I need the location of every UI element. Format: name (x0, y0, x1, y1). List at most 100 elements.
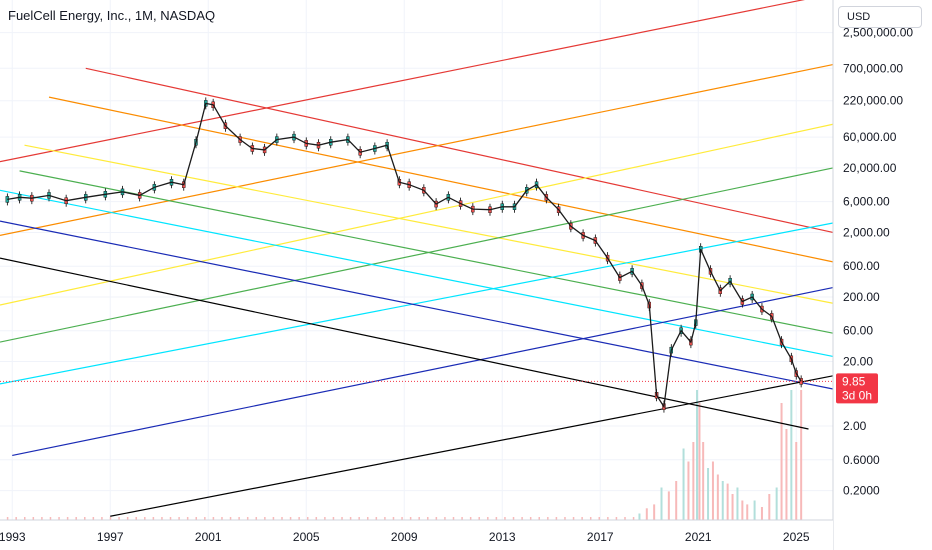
volume-bar (785, 429, 788, 520)
volume-bar (92, 517, 95, 520)
volume-bar (186, 517, 189, 520)
volume-bar (741, 500, 744, 520)
volume-bar (707, 468, 710, 520)
volume-bar (726, 483, 729, 520)
price-series (5, 97, 803, 413)
trend-line (0, 257, 809, 430)
volume-bar (15, 517, 17, 520)
volume-bar (692, 442, 695, 520)
price-axis-tick-label: 60,000.00 (843, 130, 897, 144)
trend-line (0, 123, 834, 306)
volume-bar (255, 517, 258, 520)
price-axis-tick-label: 220,000.00 (843, 94, 903, 108)
time-axis-tick-label: 1993 (0, 530, 26, 544)
volume-bar (795, 442, 798, 520)
price-axis-tick-label: 700,000.00 (843, 61, 903, 75)
volume-bar (638, 513, 641, 520)
volume-bar (645, 508, 648, 520)
volume-bar (272, 517, 275, 520)
volume-bar (589, 517, 592, 520)
trend-line (48, 96, 834, 263)
volume-bar (306, 517, 309, 520)
volume-bar (144, 517, 146, 520)
time-axis-tick-label: 2021 (685, 530, 712, 544)
volume-bar (281, 517, 283, 520)
volume-bar (721, 481, 724, 520)
last-price-value: 9.85 (842, 374, 866, 388)
trend-line (0, 63, 834, 236)
volume-bar (409, 517, 412, 520)
volume-bar (32, 517, 35, 520)
price-axis-tick-label: 600.00 (843, 259, 880, 273)
volume-bar (512, 517, 515, 520)
volume-bar (775, 487, 778, 520)
trend-line (85, 67, 834, 234)
volume-bar (452, 517, 455, 520)
volume-bar (746, 504, 749, 520)
volume-bar (731, 494, 734, 520)
volume-bar (547, 517, 549, 520)
volume-bar (435, 517, 438, 520)
volume-bar (607, 517, 609, 520)
price-axis-panel[interactable] (833, 0, 932, 520)
time-axis-tick-label: 2009 (391, 530, 418, 544)
volume-bar (109, 517, 112, 520)
volume-bar (538, 517, 540, 520)
price-axis-tick-label: 2,000.00 (843, 225, 890, 239)
volume-bar (135, 517, 137, 520)
volume-bar (702, 442, 705, 520)
volume-bar (768, 494, 771, 520)
volume-bar (418, 517, 420, 520)
volume-bar (790, 390, 793, 520)
volume-bar (212, 517, 215, 520)
volume-bar (24, 517, 26, 520)
volume-bar (615, 517, 618, 520)
trend-line (0, 220, 834, 390)
volume-bar (698, 403, 701, 520)
trend-line (0, 167, 834, 343)
volume-bar (529, 517, 532, 520)
price-axis-tick-label: 200.00 (843, 290, 880, 304)
trend-lines[interactable] (0, 0, 834, 517)
volume-bar (504, 517, 506, 520)
volume-bar (298, 517, 300, 520)
volume-bar (375, 517, 378, 520)
volume-bar (384, 517, 386, 520)
price-axis-tick-label: 20,000.00 (843, 161, 897, 175)
trend-line (24, 144, 834, 304)
symbol-title[interactable]: FuelCell Energy, Inc., 1M, NASDAQ (8, 8, 216, 23)
volume-bar (682, 448, 685, 520)
volume-bar (315, 517, 318, 520)
volume-bar (581, 517, 583, 520)
time-axis-tick-label: 2025 (783, 530, 810, 544)
volume-bar (800, 390, 803, 520)
volume-bar (178, 517, 180, 520)
volume-bar (675, 481, 678, 520)
volume-bar (332, 517, 335, 520)
volume-bar (49, 517, 52, 520)
volume-bar (660, 487, 663, 520)
volume-bar (444, 517, 446, 520)
volume-bar (696, 390, 699, 520)
price-axis-tick-label: 6,000.00 (843, 195, 890, 209)
volume-bar (238, 517, 240, 520)
volume-bar (229, 517, 232, 520)
currency-selector[interactable]: USD (838, 6, 922, 28)
volume-bar (632, 517, 635, 520)
volume-bar (324, 517, 326, 520)
volume-bar (221, 517, 223, 520)
volume-bar (572, 517, 575, 520)
trend-line (0, 0, 806, 163)
volume-bar (264, 517, 266, 520)
volume-bar (367, 517, 369, 520)
time-axis-tick-label: 1997 (97, 530, 124, 544)
price-axis-tick-label: 0.2000 (843, 484, 880, 498)
volume-bar (6, 517, 9, 520)
volume-bar (780, 403, 783, 520)
volume-bar (152, 517, 155, 520)
price-axis-tick-label: 2.00 (843, 419, 867, 433)
time-axis-panel[interactable] (0, 520, 833, 550)
volume-bar (58, 517, 60, 520)
